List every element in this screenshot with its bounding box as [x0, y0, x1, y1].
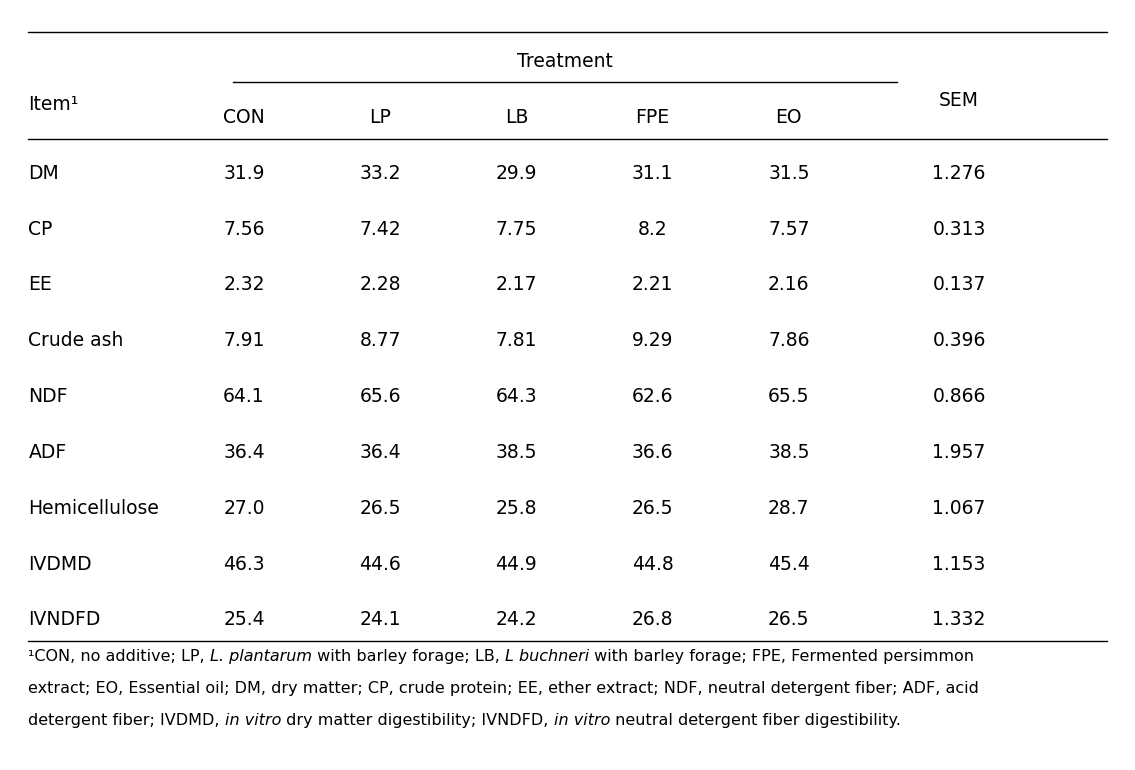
Text: IVNDFD: IVNDFD	[28, 611, 101, 629]
Text: 45.4: 45.4	[768, 554, 809, 574]
Text: FPE: FPE	[636, 108, 670, 126]
Text: 24.1: 24.1	[360, 611, 401, 629]
Text: 8.2: 8.2	[638, 219, 667, 239]
Text: 1.957: 1.957	[932, 443, 986, 462]
Text: 64.1: 64.1	[224, 387, 264, 406]
Text: 65.6: 65.6	[360, 387, 401, 406]
Text: 25.8: 25.8	[496, 499, 537, 517]
Text: 31.9: 31.9	[224, 164, 264, 182]
Text: 36.4: 36.4	[360, 443, 401, 462]
Text: 0.866: 0.866	[932, 387, 986, 406]
Text: Hemicellulose: Hemicellulose	[28, 499, 159, 517]
Text: 26.5: 26.5	[768, 611, 809, 629]
Text: 24.2: 24.2	[496, 611, 537, 629]
Text: 31.5: 31.5	[768, 164, 809, 182]
Text: 2.21: 2.21	[632, 276, 673, 294]
Text: EE: EE	[28, 276, 52, 294]
Text: detergent fiber; IVDMD,: detergent fiber; IVDMD,	[28, 713, 225, 728]
Text: 7.91: 7.91	[224, 331, 264, 350]
Text: 2.17: 2.17	[496, 276, 537, 294]
Text: 44.9: 44.9	[496, 554, 537, 574]
Text: L buchneri: L buchneri	[505, 648, 589, 664]
Text: 44.8: 44.8	[632, 554, 673, 574]
Text: 28.7: 28.7	[768, 499, 809, 517]
Text: EO: EO	[775, 108, 802, 126]
Text: L. plantarum: L. plantarum	[210, 648, 312, 664]
Text: 36.4: 36.4	[224, 443, 264, 462]
Text: 1.153: 1.153	[932, 554, 986, 574]
Text: 27.0: 27.0	[224, 499, 264, 517]
Text: 26.8: 26.8	[632, 611, 673, 629]
Text: 26.5: 26.5	[632, 499, 673, 517]
Text: 7.86: 7.86	[768, 331, 809, 350]
Text: dry matter digestibility; IVNDFD,: dry matter digestibility; IVNDFD,	[281, 713, 554, 728]
Text: 2.32: 2.32	[224, 276, 264, 294]
Text: 8.77: 8.77	[360, 331, 401, 350]
Text: 0.396: 0.396	[932, 331, 986, 350]
Text: NDF: NDF	[28, 387, 68, 406]
Text: 44.6: 44.6	[360, 554, 401, 574]
Text: LP: LP	[369, 108, 392, 126]
Text: 7.75: 7.75	[496, 219, 537, 239]
Text: DM: DM	[28, 164, 59, 182]
Text: 62.6: 62.6	[632, 387, 673, 406]
Text: with barley forage; FPE, Fermented persimmon: with barley forage; FPE, Fermented persi…	[589, 648, 974, 664]
Text: with barley forage; LB,: with barley forage; LB,	[312, 648, 505, 664]
Text: 26.5: 26.5	[360, 499, 401, 517]
Text: 25.4: 25.4	[224, 611, 264, 629]
Text: Item¹: Item¹	[28, 95, 78, 114]
Text: 7.81: 7.81	[496, 331, 537, 350]
Text: SEM: SEM	[939, 91, 980, 109]
Text: CON: CON	[224, 108, 264, 126]
Text: 65.5: 65.5	[768, 387, 809, 406]
Text: 1.067: 1.067	[932, 499, 986, 517]
Text: 9.29: 9.29	[632, 331, 673, 350]
Text: 7.57: 7.57	[768, 219, 809, 239]
Text: Crude ash: Crude ash	[28, 331, 124, 350]
Text: 38.5: 38.5	[768, 443, 809, 462]
Text: in vitro: in vitro	[225, 713, 281, 728]
Text: extract; EO, Essential oil; DM, dry matter; CP, crude protein; EE, ether extract: extract; EO, Essential oil; DM, dry matt…	[28, 681, 980, 696]
Text: neutral detergent fiber digestibility.: neutral detergent fiber digestibility.	[611, 713, 901, 728]
Text: 38.5: 38.5	[496, 443, 537, 462]
Text: 7.42: 7.42	[360, 219, 401, 239]
Text: 7.56: 7.56	[224, 219, 264, 239]
Text: 31.1: 31.1	[632, 164, 673, 182]
Text: 0.137: 0.137	[932, 276, 986, 294]
Text: 2.28: 2.28	[360, 276, 401, 294]
Text: IVDMD: IVDMD	[28, 554, 92, 574]
Text: CP: CP	[28, 219, 52, 239]
Text: 0.313: 0.313	[932, 219, 986, 239]
Text: Treatment: Treatment	[516, 52, 613, 71]
Text: ADF: ADF	[28, 443, 67, 462]
Text: 1.276: 1.276	[932, 164, 986, 182]
Text: 33.2: 33.2	[360, 164, 401, 182]
Text: ¹CON, no additive; LP,: ¹CON, no additive; LP,	[28, 648, 210, 664]
Text: in vitro: in vitro	[554, 713, 611, 728]
Text: 2.16: 2.16	[768, 276, 809, 294]
Text: 36.6: 36.6	[632, 443, 673, 462]
Text: 1.332: 1.332	[932, 611, 986, 629]
Text: LB: LB	[505, 108, 528, 126]
Text: 46.3: 46.3	[224, 554, 264, 574]
Text: 64.3: 64.3	[496, 387, 537, 406]
Text: 29.9: 29.9	[496, 164, 537, 182]
